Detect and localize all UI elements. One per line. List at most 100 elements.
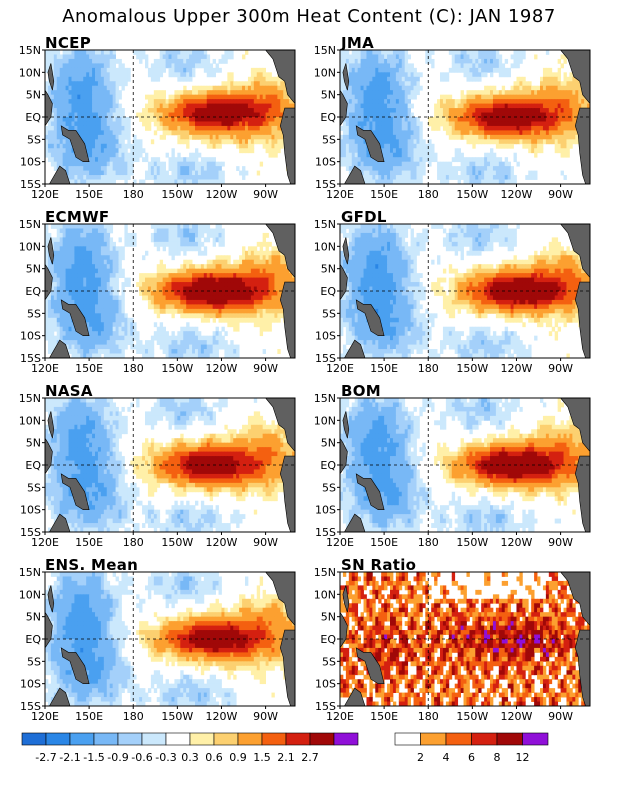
x-tick-label: 150W xyxy=(456,188,488,201)
x-tick-label: 120E xyxy=(326,188,354,201)
panel-title: BOM xyxy=(341,382,382,400)
panel-bom: BOM 15N 10N 5N EQ 5S 10S 15S 120E 150E 180 150W 120… xyxy=(305,382,605,560)
x-tick-label: 150E xyxy=(370,536,398,549)
x-tick-label: 120E xyxy=(326,536,354,549)
colorbar-swatch xyxy=(117,732,143,746)
panel-ecmwf: ECMWF 15N 10N 5N EQ 5S 10S 15S 120E 150E 180 150W 1… xyxy=(10,208,310,386)
y-tick-label: 10S xyxy=(315,504,336,517)
colorbar-swatch xyxy=(189,732,215,746)
y-tick-label: EQ xyxy=(25,111,41,124)
y-tick-label: 5S xyxy=(27,481,41,494)
field-shading xyxy=(45,398,296,533)
y-tick-label: 15N xyxy=(19,566,41,579)
y-tick-label: 5N xyxy=(26,263,41,276)
y-tick-label: 15S xyxy=(20,178,41,191)
colorbar-swatch xyxy=(141,732,167,746)
colorbar-swatch xyxy=(471,732,498,746)
x-tick-label: 90W xyxy=(253,362,278,375)
y-tick-label: 15N xyxy=(19,392,41,405)
field-shading xyxy=(45,572,296,707)
panel-title: SN Ratio xyxy=(341,556,417,574)
x-tick-label: 150E xyxy=(75,188,103,201)
x-tick-label: 90W xyxy=(548,362,573,375)
x-tick-label: 90W xyxy=(548,188,573,201)
y-tick-label: 5N xyxy=(321,611,336,624)
y-tick-label: EQ xyxy=(320,633,336,646)
colorbar-anomaly: -2.7 -2.1 -1.5 -0.9 -0.6 -0.3 0.3 0.6 0.9 1.5 2.1 2… xyxy=(21,732,359,769)
panel-ncep: NCEP 15N 10N 5N EQ 5S 10S 15S 120E 150E 180 150W 12… xyxy=(10,34,310,212)
y-tick-label: EQ xyxy=(25,459,41,472)
colorbar-label: 2 xyxy=(417,751,424,764)
panel-title: ENS. Mean xyxy=(45,556,139,574)
colorbar-swatch xyxy=(420,732,447,746)
colorbar-swatch xyxy=(285,732,311,746)
colorbar-swatch xyxy=(213,732,239,746)
x-tick-label: 120E xyxy=(31,188,59,201)
y-tick-label: 15S xyxy=(315,352,336,365)
y-tick-label: 10N xyxy=(314,414,336,427)
colorbar-label: -0.3 xyxy=(155,751,176,764)
panel-title: GFDL xyxy=(341,208,387,226)
x-tick-label: 120W xyxy=(501,362,533,375)
x-tick-label: 180 xyxy=(418,536,439,549)
field-shading xyxy=(340,572,591,707)
panel-jma: JMA 15N 10N 5N EQ 5S 10S 15S 120E 150E 180 150W 120… xyxy=(305,34,605,212)
colorbar-swatch xyxy=(522,732,549,746)
colorbar-swatch xyxy=(309,732,335,746)
y-tick-label: 10N xyxy=(314,66,336,79)
y-tick-label: 15N xyxy=(19,44,41,57)
y-tick-label: EQ xyxy=(320,111,336,124)
x-tick-label: 90W xyxy=(253,188,278,201)
colorbar-swatch xyxy=(69,732,95,746)
y-tick-label: 5S xyxy=(322,133,336,146)
colorbar-swatch xyxy=(394,732,421,746)
colorbar-label: 12 xyxy=(516,751,530,764)
colorbar-label: 0.3 xyxy=(181,751,199,764)
field-shading xyxy=(45,50,296,185)
y-tick-label: EQ xyxy=(320,459,336,472)
y-tick-label: 15N xyxy=(314,44,336,57)
x-tick-label: 150W xyxy=(456,536,488,549)
x-tick-label: 150W xyxy=(161,188,193,201)
x-tick-label: 150E xyxy=(370,188,398,201)
y-tick-label: 10N xyxy=(19,414,41,427)
y-tick-label: 10N xyxy=(19,66,41,79)
panel-ens-mean: ENS. Mean 15N 10N 5N EQ 5S 10S 15S 120E 150E 180 1… xyxy=(10,556,310,734)
land-mask xyxy=(339,571,591,707)
y-tick-label: EQ xyxy=(25,633,41,646)
colorbar-swatch xyxy=(445,732,472,746)
y-tick-label: 15S xyxy=(20,352,41,365)
x-tick-label: 150W xyxy=(456,710,488,723)
colorbar-swatch xyxy=(165,732,191,746)
y-tick-label: 15S xyxy=(20,700,41,713)
x-tick-label: 150E xyxy=(75,362,103,375)
x-tick-label: 180 xyxy=(418,362,439,375)
colorbar-sn-ratio: 2 4 6 8 12 xyxy=(394,732,551,769)
y-tick-label: 5S xyxy=(322,655,336,668)
colorbar-label: -2.7 xyxy=(35,751,56,764)
y-tick-label: 5N xyxy=(26,611,41,624)
x-tick-label: 150E xyxy=(75,536,103,549)
x-tick-label: 180 xyxy=(123,362,144,375)
colorbar-swatch xyxy=(496,732,523,746)
x-tick-label: 120W xyxy=(206,710,238,723)
y-tick-label: EQ xyxy=(320,285,336,298)
x-tick-label: 180 xyxy=(123,536,144,549)
y-tick-label: 5N xyxy=(321,263,336,276)
colorbar-label: 2.1 xyxy=(277,751,295,764)
colorbar-label: -2.1 xyxy=(59,751,80,764)
y-tick-label: EQ xyxy=(25,285,41,298)
x-tick-label: 180 xyxy=(418,188,439,201)
x-tick-label: 150E xyxy=(370,362,398,375)
y-tick-label: 5N xyxy=(321,89,336,102)
y-tick-label: 5S xyxy=(27,655,41,668)
field-shading xyxy=(45,224,296,359)
y-tick-label: 10S xyxy=(20,678,41,691)
x-tick-label: 120W xyxy=(206,362,238,375)
